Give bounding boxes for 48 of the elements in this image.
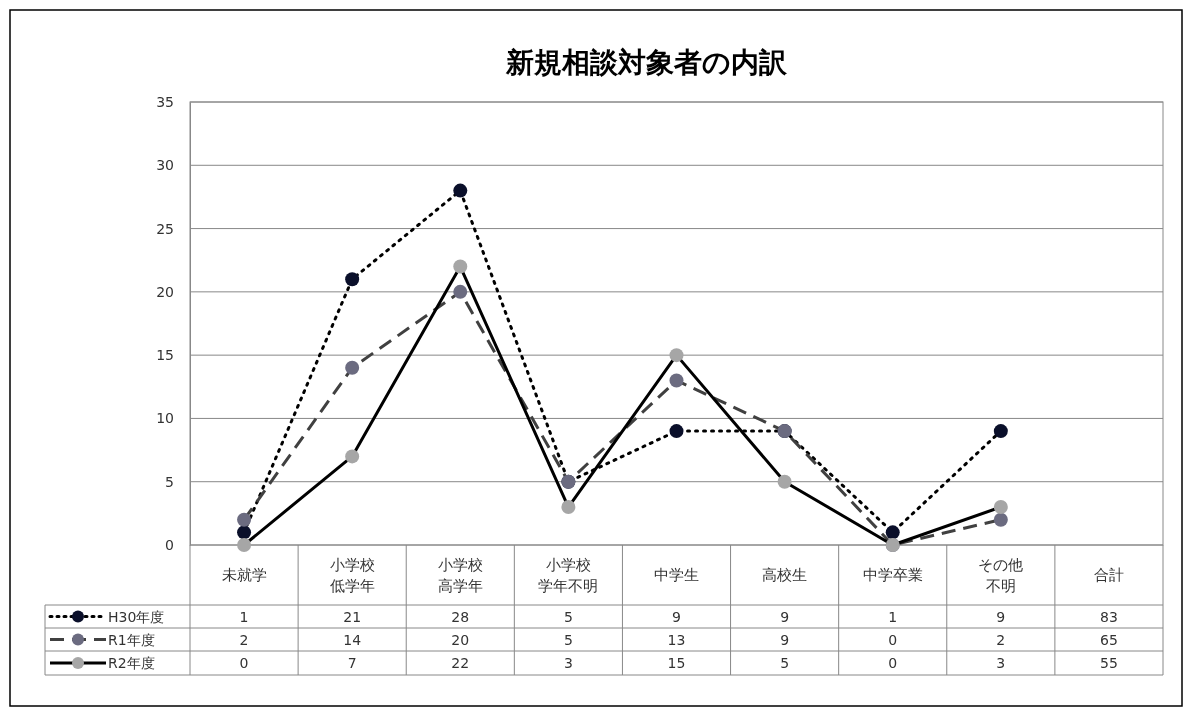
legend-label: H30年度 [108,608,165,625]
data-label: 2 [239,631,249,648]
text: 83 [1100,608,1118,625]
x-tick-label: 中学卒業 [862,566,923,584]
y-tick-label: 20 [156,283,174,300]
y-tick-label: 0 [165,536,174,553]
y-tick-label: 25 [156,220,174,237]
text: 55 [1100,655,1118,671]
data-label: 0 [239,655,249,671]
x-tick-label: 小学校低学年 [329,556,375,595]
data-label: 14 [343,631,362,648]
y-tick-label: 35 [156,93,174,110]
data-label: 13 [667,631,686,648]
x-tick-label: 小学校高学年 [437,556,483,595]
x-tick-label: その他不明 [978,556,1024,595]
data-label: 3 [996,655,1006,671]
data-label: 5 [563,631,573,648]
x-tick-label: 未就学 [221,566,267,584]
data-label: 21 [343,608,362,625]
legend-label: R2年度 [108,655,155,671]
data-label: 0 [888,631,898,648]
text: 65 [1100,631,1118,648]
data-label: 5 [780,655,790,671]
data-label: 15 [667,655,686,671]
x-tick-label: 中学生 [654,566,699,584]
data-label: 9 [780,631,790,648]
data-label: 28 [451,608,470,625]
y-tick-label: 30 [156,157,174,174]
y-tick-label: 15 [156,347,174,364]
chart-title: 新規相談対象者の内訳 [505,46,788,79]
y-tick-label: 10 [156,410,174,427]
data-label: 2 [996,631,1006,648]
data-label: 22 [451,655,470,671]
legend-label: R1年度 [108,631,155,648]
data-label: 9 [672,608,681,625]
data-label: 1 [239,608,249,625]
x-tick-label: 高校生 [762,566,808,584]
data-label: 5 [563,608,573,625]
data-label: 20 [451,631,470,648]
data-label: 0 [888,655,898,671]
data-label: 7 [347,655,357,671]
data-label: 9 [996,608,1006,625]
x-tick-label: 合計 [1093,566,1124,584]
data-label: 9 [780,608,790,625]
y-tick-label: 5 [165,473,174,490]
data-label: 3 [563,655,573,671]
x-tick-label: 小学校学年不明 [538,556,599,595]
data-label: 1 [888,608,898,625]
